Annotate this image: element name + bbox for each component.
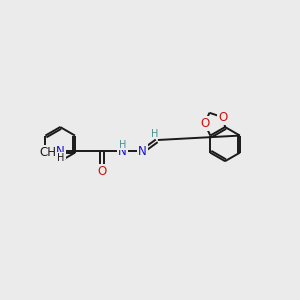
Text: H: H — [119, 140, 126, 150]
Text: H: H — [57, 153, 64, 163]
Text: O: O — [218, 111, 228, 124]
Text: H: H — [151, 128, 159, 139]
Text: N: N — [118, 145, 127, 158]
Text: N: N — [138, 145, 147, 158]
Text: O: O — [97, 165, 106, 178]
Text: O: O — [200, 117, 209, 130]
Text: N: N — [56, 145, 65, 158]
Text: CH₃: CH₃ — [39, 146, 61, 159]
